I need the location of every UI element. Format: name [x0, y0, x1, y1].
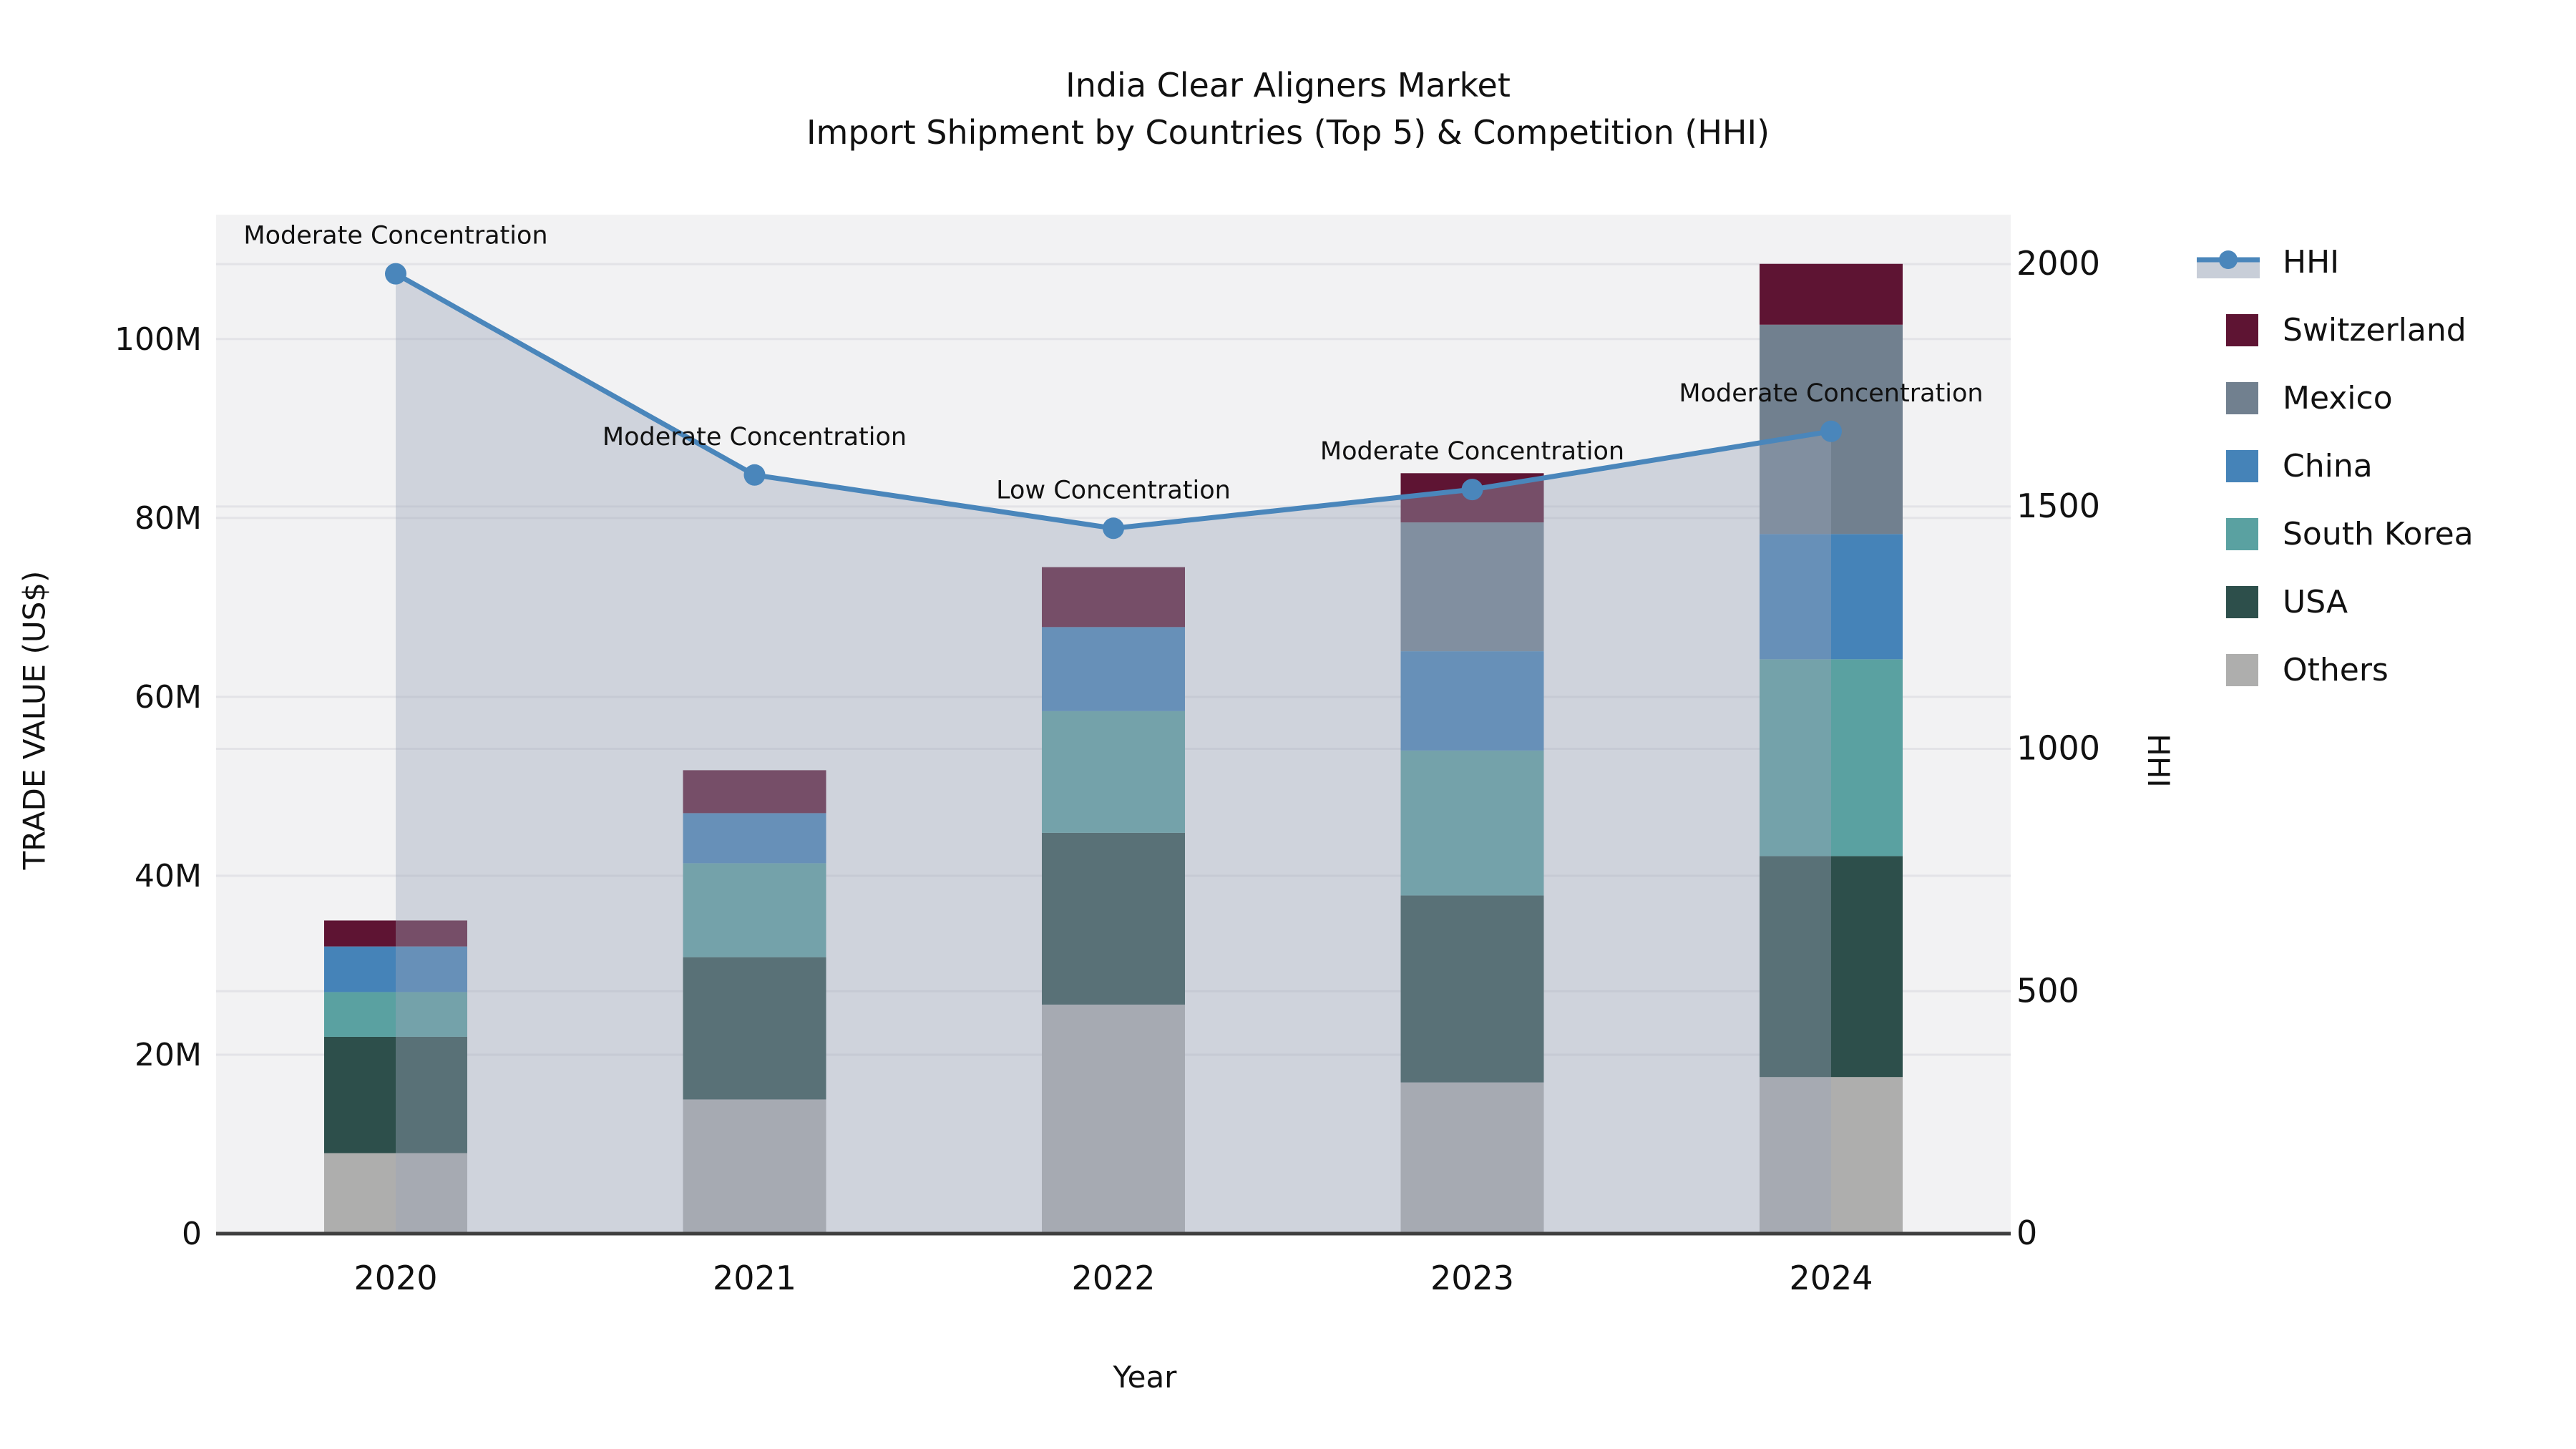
bar-segment-2022-usa [1042, 832, 1185, 1005]
hhi-marker-2024 [1820, 420, 1842, 442]
hhi-marker-2022 [1103, 517, 1124, 540]
legend-item-hhi: HHI [2197, 244, 2339, 280]
left-tick-40M: 40M [135, 858, 202, 894]
legend-label-others: Others [2283, 652, 2389, 688]
bar-segment-2024-south-korea [1760, 659, 1903, 857]
bar-segment-2021-china [683, 813, 826, 864]
x-axis-title: Year [1113, 1360, 1177, 1395]
bar-segment-2024-switzerland [1760, 263, 1903, 325]
legend-swatch-south-korea [2226, 518, 2258, 550]
bar-segment-2021-switzerland [683, 770, 826, 814]
legend-layer: HHI Switzerland Mexico China South Korea USA O… [2197, 244, 2474, 688]
bars-layer [324, 263, 1903, 1234]
annotation-2021: Moderate Concentration [602, 423, 907, 452]
legend-hhi-marker-sample [2219, 250, 2238, 269]
annotation-2024: Moderate Concentration [1679, 379, 1983, 408]
left-tick-100M: 100M [114, 321, 202, 358]
bar-segment-2022-south-korea [1042, 711, 1185, 833]
bar-segment-2023-china [1400, 651, 1544, 751]
legend-swatch-switzerland [2226, 314, 2258, 346]
left-tick-20M: 20M [135, 1037, 202, 1073]
legend-label-hhi: HHI [2283, 244, 2339, 280]
legend-label-south-korea: South Korea [2283, 516, 2474, 552]
right-tick-2000: 2000 [2016, 244, 2100, 283]
legend-label-mexico: Mexico [2283, 380, 2393, 416]
bar-segment-2020-usa [324, 1036, 467, 1153]
bar-segment-2024-usa [1760, 856, 1903, 1078]
axes-layer: 0 20M 40M 60M 80M 100M 0 500 1000 1500 2000 2020 202… [114, 244, 2100, 1297]
hhi-marker-2023 [1461, 479, 1483, 501]
legend-swatch-usa [2226, 586, 2258, 618]
hhi-line-layer [385, 263, 1842, 540]
chart-subtitle: Import Shipment by Countries (Top 5) & C… [806, 113, 1770, 152]
legend-item-china: China [2226, 448, 2373, 484]
annotations-layer: Moderate Concentration Moderate Concentra… [243, 222, 1983, 505]
left-tick-80M: 80M [135, 500, 202, 537]
hhi-area [396, 273, 1831, 1234]
chart-title-block: India Clear Aligners Market Import Shipm… [0, 62, 2576, 156]
right-tick-1000: 1000 [2016, 729, 2100, 768]
bar-segment-2023-south-korea [1400, 750, 1544, 896]
x-tick-2020: 2020 [353, 1259, 437, 1297]
hhi-marker-2020 [385, 263, 406, 285]
bar-segment-2020-switzerland [324, 920, 467, 947]
hhi-area-layer [396, 273, 1831, 1234]
x-tick-2022: 2022 [1071, 1259, 1155, 1297]
legend-label-switzerland: Switzerland [2283, 312, 2467, 348]
legend-label-china: China [2283, 448, 2373, 484]
legend-label-usa: USA [2283, 584, 2348, 620]
left-axis-title: TRADE VALUE (US$) [16, 570, 52, 870]
legend-swatch-china [2226, 450, 2258, 482]
legend-item-usa: USA [2226, 584, 2348, 620]
legend-swatch-others [2226, 654, 2258, 686]
bar-segment-2022-switzerland [1042, 567, 1185, 628]
bar-segment-2023-usa [1400, 895, 1544, 1083]
x-tick-2024: 2024 [1789, 1259, 1873, 1297]
bar-segment-2024-china [1760, 534, 1903, 660]
bar-segment-2021-south-korea [683, 863, 826, 957]
bar-segment-2023-mexico [1400, 522, 1544, 652]
x-tick-2023: 2023 [1430, 1259, 1514, 1297]
legend-item-south-korea: South Korea [2226, 516, 2474, 552]
chart-title: India Clear Aligners Market [1065, 66, 1511, 104]
bar-segment-2021-others [683, 1099, 826, 1234]
right-tick-1500: 1500 [2016, 487, 2100, 525]
bar-segment-2020-south-korea [324, 992, 467, 1037]
right-tick-0: 0 [2016, 1214, 2037, 1252]
hhi-marker-2021 [743, 464, 766, 486]
left-tick-60M: 60M [135, 679, 202, 716]
bar-segment-2021-usa [683, 957, 826, 1100]
legend-item-switzerland: Switzerland [2226, 312, 2467, 348]
annotation-2020: Moderate Concentration [243, 222, 547, 250]
bar-segment-2022-china [1042, 627, 1185, 711]
annotation-2022: Low Concentration [996, 476, 1231, 504]
legend-item-others: Others [2226, 652, 2389, 688]
legend-item-mexico: Mexico [2226, 380, 2393, 416]
right-axis-title: HHI [2141, 733, 2176, 788]
bar-segment-2023-others [1400, 1082, 1544, 1234]
annotation-2023: Moderate Concentration [1320, 437, 1624, 466]
bar-segment-2024-others [1760, 1077, 1903, 1234]
x-tick-2021: 2021 [713, 1259, 796, 1297]
legend-swatch-mexico [2226, 382, 2258, 414]
bar-segment-2022-others [1042, 1004, 1185, 1234]
bar-segment-2020-others [324, 1153, 467, 1234]
left-tick-0: 0 [182, 1216, 202, 1252]
bar-segment-2020-china [324, 946, 467, 992]
right-tick-500: 500 [2016, 971, 2079, 1010]
